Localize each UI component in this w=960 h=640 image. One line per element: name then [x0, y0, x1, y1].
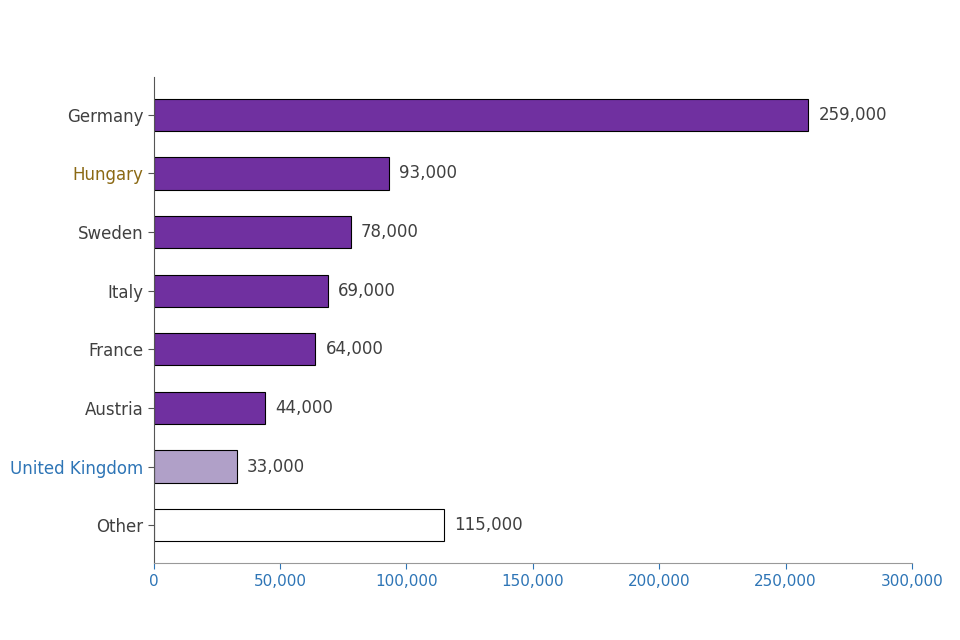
Text: 93,000: 93,000: [398, 164, 457, 182]
Bar: [154, 157, 389, 189]
Bar: [154, 216, 350, 248]
Text: 259,000: 259,000: [819, 106, 887, 124]
Text: 64,000: 64,000: [325, 340, 383, 358]
Bar: [154, 275, 328, 307]
Bar: [154, 509, 444, 541]
Text: 78,000: 78,000: [361, 223, 419, 241]
Text: 33,000: 33,000: [247, 458, 305, 476]
Bar: [154, 99, 808, 131]
Text: 69,000: 69,000: [338, 282, 396, 300]
Bar: [154, 451, 237, 483]
Text: 44,000: 44,000: [275, 399, 333, 417]
Text: 115,000: 115,000: [454, 516, 523, 534]
Bar: [154, 392, 265, 424]
Bar: [154, 333, 316, 365]
